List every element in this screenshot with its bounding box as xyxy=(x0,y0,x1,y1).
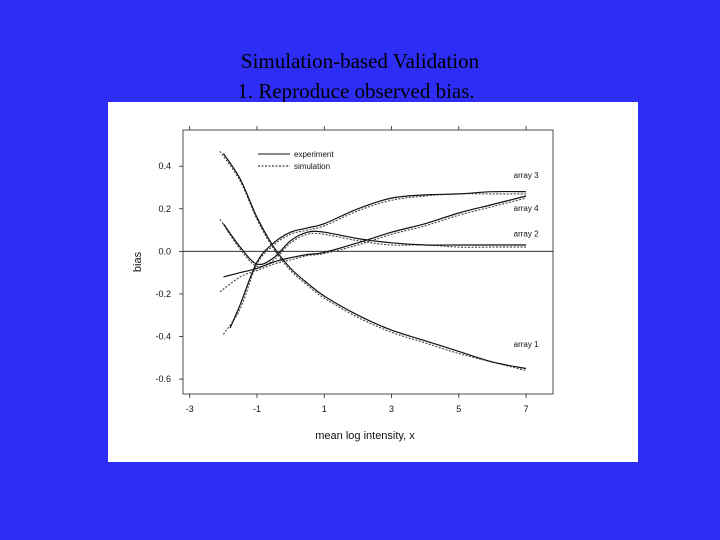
x-axis-label: mean log intensity, x xyxy=(315,430,415,442)
array-1-curve-label: array 1 xyxy=(514,340,539,349)
y-tick-label: -0.6 xyxy=(155,374,171,384)
x-tick-label: 7 xyxy=(524,404,529,414)
array-4-simulation-line xyxy=(219,197,527,293)
plot-frame xyxy=(182,129,554,395)
y-axis-label: bias xyxy=(132,251,144,272)
y-tick-label: 0.0 xyxy=(158,246,171,256)
x-tick-label: 1 xyxy=(322,404,327,414)
array-4-experiment-line xyxy=(223,195,527,278)
legend-label-experiment: experiment xyxy=(294,150,334,159)
array-2-simulation-line xyxy=(219,219,527,268)
array-1-experiment-line xyxy=(222,153,527,370)
array-4-curve-label: array 4 xyxy=(514,204,539,213)
y-tick-label: 0.4 xyxy=(158,161,171,171)
chart-panel: -3 -1 1 3 5 7 0.4 0.2 0.0 -0.2 -0.4 -0.6 experiment… xyxy=(108,102,638,462)
y-tick-label: 0.2 xyxy=(158,204,171,214)
x-tick-label: 5 xyxy=(456,404,461,414)
legend-label-simulation: simulation xyxy=(294,162,330,171)
y-tick-label: -0.4 xyxy=(155,332,171,342)
x-tick-label: -1 xyxy=(253,404,261,414)
x-tick-label: 3 xyxy=(389,404,394,414)
y-tick-label: -0.2 xyxy=(155,289,171,299)
array-3-curve-label: array 3 xyxy=(514,171,539,180)
array-1-simulation-line xyxy=(219,150,527,372)
array-3-experiment-line xyxy=(229,190,527,329)
slide-title-line-1: Simulation-based Validation xyxy=(240,49,480,73)
array-2-curve-label: array 2 xyxy=(514,229,539,238)
bias-chart: -3 -1 1 3 5 7 0.4 0.2 0.0 -0.2 -0.4 -0.6 experiment… xyxy=(132,126,554,442)
array-2-experiment-line xyxy=(222,223,527,266)
slide-title-line-2: 1. Reproduce observed bias. xyxy=(237,79,475,103)
x-tick-label: -3 xyxy=(186,404,194,414)
